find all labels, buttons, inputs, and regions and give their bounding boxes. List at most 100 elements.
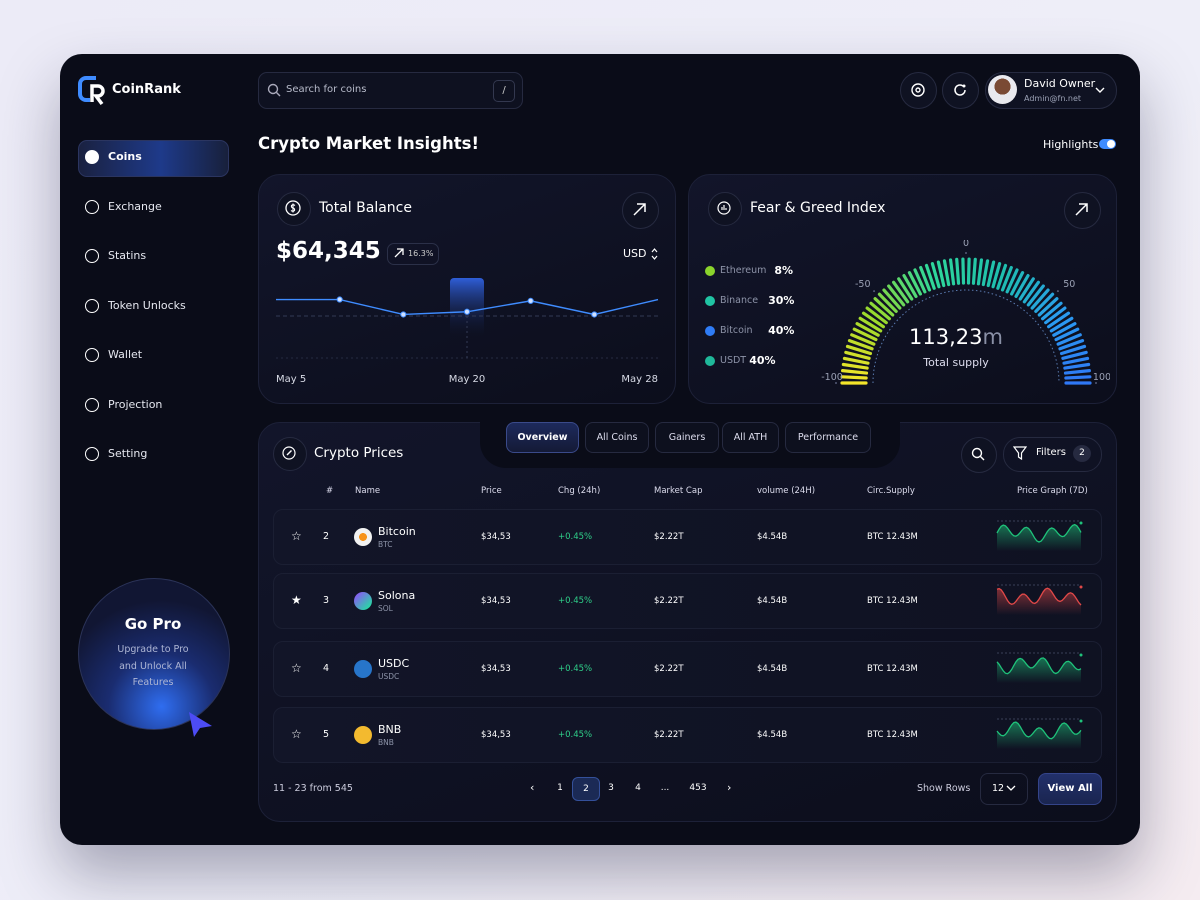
nav-item[interactable]: Statins bbox=[108, 249, 147, 262]
currency[interactable]: USD bbox=[623, 247, 647, 260]
fg-open[interactable] bbox=[1064, 192, 1101, 229]
nav-item[interactable]: Wallet bbox=[108, 348, 143, 361]
view-all-button[interactable]: View All bbox=[1038, 773, 1102, 805]
toggle-knob bbox=[1107, 140, 1115, 148]
sparkline-end bbox=[1079, 521, 1083, 525]
rank: 3 bbox=[323, 595, 330, 606]
legend-name: Bitcoin bbox=[720, 325, 753, 336]
date-label: May 28 bbox=[621, 374, 658, 385]
page-link[interactable]: 3 bbox=[608, 783, 614, 793]
balance-change: 16.3% bbox=[408, 249, 434, 258]
highlights-toggle[interactable] bbox=[1099, 139, 1116, 149]
coin-symbol: SOL bbox=[378, 604, 393, 613]
coin-symbol: BTC bbox=[378, 540, 393, 549]
fg-title: Fear & Greed Index bbox=[750, 200, 886, 216]
nav-item[interactable]: Exchange bbox=[108, 199, 162, 213]
nav-item[interactable]: Setting bbox=[108, 447, 148, 460]
volume: $4.54B bbox=[757, 730, 788, 740]
gauge-tick-label: 50 bbox=[1063, 279, 1075, 290]
gauge-bar bbox=[1062, 356, 1090, 365]
gauge-bar bbox=[1064, 375, 1092, 380]
tab[interactable]: Gainers bbox=[655, 422, 719, 453]
table-row[interactable] bbox=[273, 641, 1102, 697]
balance-open[interactable] bbox=[622, 192, 659, 229]
nav-item[interactable]: Coins bbox=[108, 150, 142, 163]
gauge-bar bbox=[1052, 322, 1077, 337]
gauge-bar bbox=[948, 258, 956, 286]
gauge-bar bbox=[1014, 274, 1030, 298]
gauge-bar bbox=[1049, 316, 1074, 333]
table-row[interactable] bbox=[273, 509, 1102, 565]
gauge-bar bbox=[892, 280, 910, 304]
page-link[interactable]: 2 bbox=[572, 777, 600, 801]
volume: $4.54B bbox=[757, 596, 788, 606]
gauge-bar bbox=[1061, 350, 1088, 360]
refresh-button[interactable] bbox=[942, 72, 979, 109]
promo-cursor[interactable] bbox=[186, 710, 214, 738]
fg-icon bbox=[708, 192, 742, 226]
legend-name: Ethereum bbox=[720, 265, 767, 276]
gauge-bar bbox=[1034, 292, 1055, 314]
gauge-bar bbox=[1044, 306, 1067, 325]
sparkline-area bbox=[997, 722, 1081, 749]
supply-label: Total supply bbox=[923, 356, 989, 369]
avatar bbox=[988, 75, 1017, 104]
page-link[interactable]: ... bbox=[660, 783, 670, 793]
column-header: Chg (24h) bbox=[558, 486, 601, 496]
filter-icon bbox=[1013, 446, 1027, 460]
coin-symbol: BNB bbox=[378, 738, 394, 747]
gauge-bar bbox=[1054, 327, 1080, 342]
search-icon bbox=[267, 83, 281, 97]
promo-text: Upgrade to Pro and Unlock All Features bbox=[117, 644, 189, 688]
gauge-bar bbox=[887, 284, 906, 307]
gauge-tick bbox=[965, 252, 967, 254]
tab[interactable]: Performance bbox=[785, 422, 871, 453]
gauge-bar bbox=[981, 259, 990, 287]
tab[interactable]: Overview bbox=[506, 422, 579, 453]
gauge-bar bbox=[986, 260, 996, 288]
volume: $4.54B bbox=[757, 532, 788, 542]
gauge-bar bbox=[1063, 362, 1091, 370]
show-rows-label: Show Rows bbox=[917, 783, 971, 794]
market-cap: $2.22T bbox=[654, 664, 684, 674]
nav-icon bbox=[85, 298, 99, 313]
nav-item[interactable]: Token Unlocks bbox=[108, 298, 186, 312]
legend-dot bbox=[705, 296, 715, 306]
coin-icon bbox=[354, 592, 372, 610]
gauge-tick-label: 100 bbox=[1093, 372, 1110, 383]
filters-button[interactable] bbox=[1003, 437, 1102, 472]
tab[interactable]: All Coins bbox=[585, 422, 649, 453]
gauge: -100 -50 0 50 100 bbox=[821, 240, 1110, 385]
gauge-bar bbox=[1056, 333, 1082, 346]
column-header: Market Cap bbox=[654, 486, 703, 496]
sparkline bbox=[996, 584, 1083, 615]
dollar-icon bbox=[285, 200, 301, 216]
sparkline-end bbox=[1079, 653, 1083, 657]
sparkline-area bbox=[997, 657, 1081, 683]
table-search[interactable] bbox=[961, 437, 997, 473]
next-page[interactable]: › bbox=[727, 781, 732, 794]
nav-icon bbox=[85, 447, 99, 461]
table-row[interactable] bbox=[273, 573, 1102, 629]
page-link[interactable]: 4 bbox=[635, 783, 641, 793]
gauge-bar bbox=[1026, 284, 1045, 307]
nav-item[interactable]: Projection bbox=[108, 397, 163, 411]
table-row[interactable] bbox=[273, 707, 1102, 763]
settings-button[interactable] bbox=[900, 72, 937, 109]
rows-select[interactable] bbox=[980, 773, 1028, 805]
promo-circle bbox=[78, 578, 230, 730]
nav-icon bbox=[85, 348, 99, 362]
filters-label: Filters bbox=[1036, 447, 1066, 458]
legend-share: 40% bbox=[768, 324, 795, 337]
coin-name: Solona bbox=[378, 589, 416, 602]
prev-page[interactable]: ‹ bbox=[530, 781, 535, 794]
supply-unit: m bbox=[982, 325, 1003, 349]
coin-name: BNB bbox=[378, 723, 402, 736]
page-link[interactable]: 1 bbox=[557, 783, 563, 793]
page-link[interactable]: 453 bbox=[689, 783, 707, 793]
tab[interactable]: All ATH bbox=[722, 422, 779, 453]
search-box[interactable] bbox=[258, 72, 523, 109]
rank: 4 bbox=[323, 663, 330, 674]
gauge-bar bbox=[897, 277, 914, 301]
